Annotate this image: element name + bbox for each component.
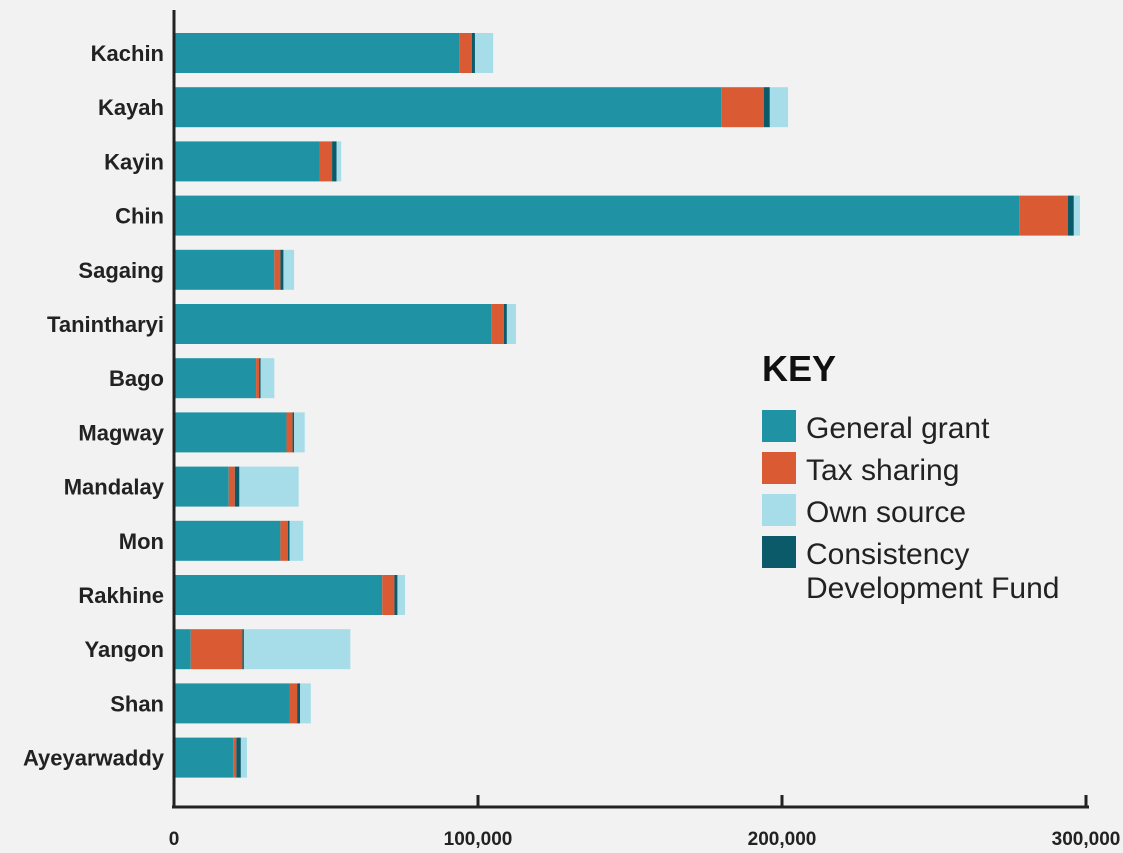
- legend-title: KEY: [762, 348, 836, 389]
- bar-segment-kayin-own-source: [336, 141, 342, 182]
- category-label: Kayin: [104, 149, 164, 174]
- x-tick-label: 200,000: [748, 829, 817, 850]
- bar-segment-mandalay-general-grant: [174, 466, 229, 507]
- bar-segment-yangon-own-source: [243, 629, 351, 670]
- bar-segment-bago-consistency-development-fund: [259, 358, 261, 399]
- x-tick-label: 0: [169, 829, 180, 850]
- bar-segment-kayah-tax-sharing: [721, 87, 764, 128]
- bar-segment-sagaing-general-grant: [174, 249, 275, 290]
- category-label: Mandalay: [64, 475, 165, 500]
- bar-segment-tanintharyi-consistency-development-fund: [503, 304, 507, 344]
- legend-swatch: [762, 410, 796, 442]
- bar-segment-kachin-general-grant: [174, 33, 460, 73]
- bars-group: [174, 33, 1080, 778]
- category-label: Shan: [110, 691, 164, 716]
- bar-segment-chin-general-grant: [174, 195, 1020, 236]
- bar-segment-ayeyarwaddy-own-source: [240, 737, 247, 778]
- bar-segment-kachin-own-source: [474, 33, 494, 73]
- bar-segment-shan-general-grant: [174, 683, 290, 724]
- bar-segment-rakhine-tax-sharing: [382, 575, 395, 615]
- bar-segment-yangon-general-grant: [174, 629, 191, 670]
- bar-segment-kayin-tax-sharing: [319, 141, 333, 182]
- category-label: Ayeyarwaddy: [23, 746, 165, 771]
- bar-segment-rakhine-own-source: [397, 575, 406, 615]
- category-label: Kayah: [98, 95, 164, 120]
- category-label: Kachin: [91, 41, 164, 66]
- bar-segment-ayeyarwaddy-general-grant: [174, 737, 234, 778]
- bar-segment-mon-own-source: [289, 520, 304, 561]
- bar-segment-mandalay-consistency-development-fund: [234, 466, 240, 507]
- category-label: Yangon: [85, 637, 164, 662]
- bar-segment-rakhine-consistency-development-fund: [394, 575, 398, 615]
- bar-segment-mon-general-grant: [174, 520, 281, 561]
- bar-segment-ayeyarwaddy-tax-sharing: [233, 737, 237, 778]
- bar-segment-mandalay-own-source: [239, 466, 299, 507]
- category-label: Mon: [119, 529, 164, 554]
- bar-segment-kayin-general-grant: [174, 141, 320, 182]
- bar-segment-mon-tax-sharing: [280, 520, 288, 561]
- bar-segment-tanintharyi-own-source: [506, 304, 516, 344]
- category-label: Tanintharyi: [47, 312, 164, 337]
- bar-segment-kayah-general-grant: [174, 87, 722, 128]
- bar-segment-bago-tax-sharing: [256, 358, 260, 399]
- bar-segment-sagaing-own-source: [283, 249, 295, 290]
- legend: KEY General grant Tax sharing Own source Co…: [762, 348, 1059, 605]
- category-label: Rakhine: [78, 583, 164, 608]
- bar-segment-kayah-consistency-development-fund: [763, 87, 770, 128]
- legend-swatch: [762, 536, 796, 568]
- category-label: Magway: [78, 420, 164, 445]
- bar-segment-chin-own-source: [1073, 195, 1080, 236]
- bar-segment-yangon-tax-sharing: [190, 629, 243, 670]
- bar-segment-magway-tax-sharing: [286, 412, 293, 453]
- legend-label: General grant: [806, 412, 990, 445]
- x-tick-label: 100,000: [444, 829, 513, 850]
- category-labels: Kachin Kayah Kayin Chin Sagaing Tanintharyi Ba…: [23, 41, 165, 771]
- bar-segment-kayah-own-source: [769, 87, 789, 128]
- x-tick-label: 300,000: [1052, 829, 1121, 850]
- bar-segment-shan-own-source: [300, 683, 311, 724]
- bar-segment-sagaing-consistency-development-fund: [280, 249, 284, 290]
- bar-segment-kachin-tax-sharing: [459, 33, 472, 73]
- legend-label: Consistency: [806, 538, 969, 571]
- bar-segment-chin-tax-sharing: [1019, 195, 1068, 236]
- bar-segment-shan-consistency-development-fund: [297, 683, 301, 724]
- category-label: Chin: [115, 204, 164, 229]
- bar-segment-bago-general-grant: [174, 358, 257, 399]
- bar-segment-tanintharyi-general-grant: [174, 304, 492, 344]
- category-label: Sagaing: [78, 258, 164, 283]
- bar-segment-yangon-consistency-development-fund: [242, 629, 244, 670]
- bar-segment-tanintharyi-tax-sharing: [491, 304, 504, 344]
- legend-items: General grant Tax sharing Own source Consis…: [762, 410, 1059, 605]
- legend-label: Development Fund: [806, 572, 1059, 605]
- legend-label: Own source: [806, 496, 966, 529]
- bar-segment-kachin-consistency-development-fund: [471, 33, 475, 73]
- x-axis-ticks: 0 100,000 200,000 300,000: [169, 795, 1121, 850]
- bar-segment-chin-consistency-development-fund: [1067, 195, 1074, 236]
- bar-segment-rakhine-general-grant: [174, 575, 383, 615]
- bar-segment-ayeyarwaddy-consistency-development-fund: [236, 737, 241, 778]
- bar-segment-shan-tax-sharing: [289, 683, 298, 724]
- legend-swatch: [762, 452, 796, 484]
- bar-segment-sagaing-tax-sharing: [274, 249, 281, 290]
- legend-swatch: [762, 494, 796, 526]
- bar-segment-mon-consistency-development-fund: [288, 520, 290, 561]
- bar-segment-magway-consistency-development-fund: [292, 412, 295, 453]
- bar-segment-mandalay-tax-sharing: [228, 466, 235, 507]
- bar-segment-magway-general-grant: [174, 412, 287, 453]
- category-label: Bago: [109, 366, 164, 391]
- bar-segment-magway-own-source: [294, 412, 305, 453]
- bar-segment-kayin-consistency-development-fund: [332, 141, 337, 182]
- legend-label: Tax sharing: [806, 454, 959, 487]
- bar-segment-bago-own-source: [260, 358, 275, 399]
